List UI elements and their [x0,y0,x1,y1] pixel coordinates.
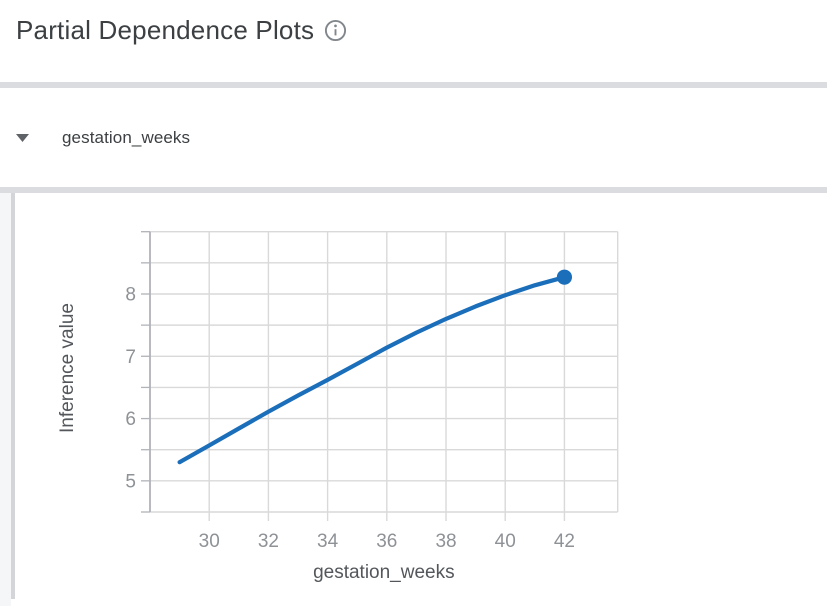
svg-text:5: 5 [125,471,136,492]
section-divider [0,187,827,193]
pdp-line [177,269,573,465]
pdp-line-chart: 5 6 7 8 30 32 34 36 38 40 42 gestation_weeks Inferen… [57,230,619,583]
endpoint-marker [556,269,573,285]
triangle-down-icon [16,133,29,142]
y-gridlines [150,230,618,513]
x-axis-title: gestation_weeks [313,562,455,583]
y-tick-labels: 5 6 7 8 [125,284,136,492]
svg-text:6: 6 [125,409,136,430]
info-icon[interactable] [324,19,347,47]
svg-text:8: 8 [125,284,136,305]
left-gutter [0,193,11,606]
x-gridlines [208,231,566,521]
svg-text:34: 34 [317,531,339,552]
svg-text:36: 36 [376,531,397,552]
y-axis-title: Inference value [57,303,78,433]
y-axis [141,231,151,513]
page-title: Partial Dependence Plots [16,15,315,45]
svg-text:32: 32 [258,531,279,552]
svg-text:42: 42 [554,531,575,552]
svg-text:30: 30 [199,531,220,552]
header-divider [0,82,827,88]
panel-edge-line [11,193,15,599]
svg-text:7: 7 [125,347,136,368]
section-label: gestation_weeks [62,127,191,147]
x-tick-labels: 30 32 34 36 38 40 42 [199,531,575,552]
chart-panel: 5 6 7 8 30 32 34 36 38 40 42 gestation_weeks Inferen… [0,193,827,606]
svg-text:40: 40 [495,531,516,552]
svg-text:38: 38 [435,531,456,552]
page-header: Partial Dependence Plots [0,0,827,82]
section-header-gestation-weeks[interactable]: gestation_weeks [0,88,827,187]
